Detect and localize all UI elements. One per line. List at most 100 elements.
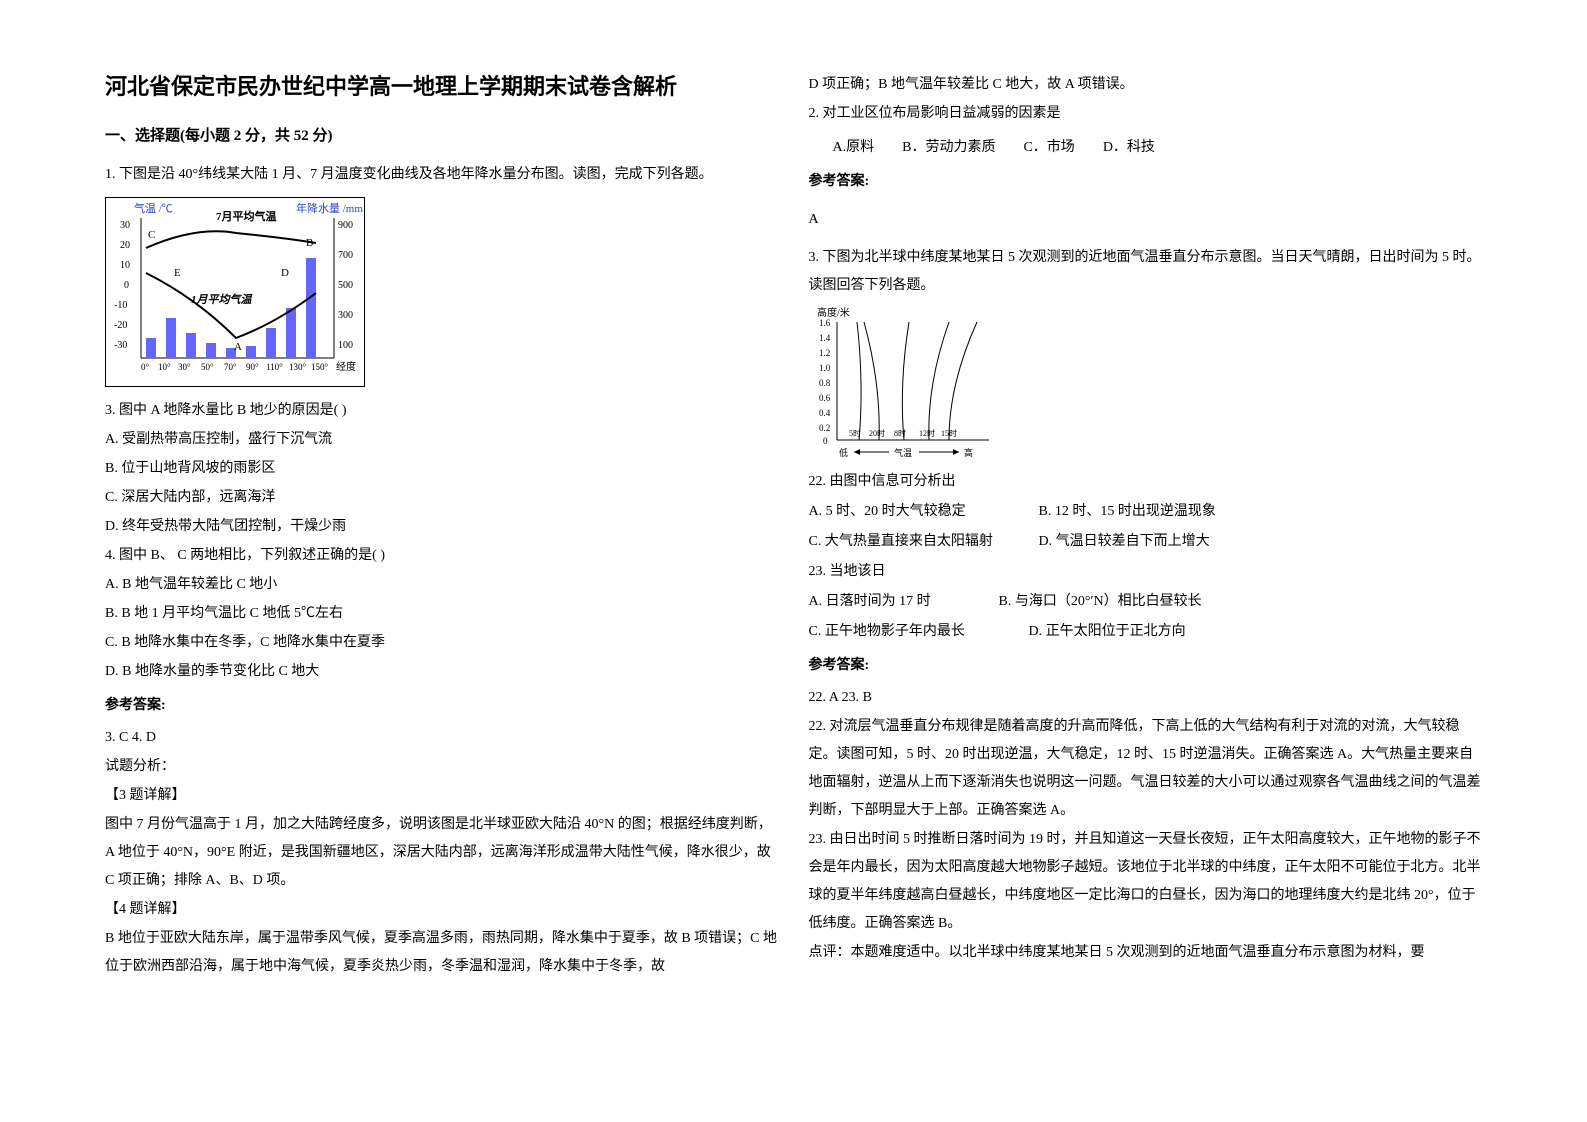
q23-c: C. 正午地物影子年内最长 [809,618,1009,646]
q22-stem: 22. 由图中信息可分析出 [809,468,1483,496]
svg-text:12时: 12时 [919,428,935,438]
analysis-label: 试题分析： [105,753,779,781]
svg-text:20时: 20时 [869,428,885,438]
q23-row2: C. 正午地物影子年内最长 D. 正午太阳位于正北方向 [809,618,1483,646]
q22-b: B. 12 时、15 时出现逆温现象 [1039,498,1216,526]
svg-text:30: 30 [120,220,130,231]
svg-text:700: 700 [338,250,353,261]
svg-text:0: 0 [823,436,828,446]
q4-a: A. B 地气温年较差比 C 地小 [105,571,779,599]
svg-text:1.2: 1.2 [819,348,830,358]
svg-text:0.4: 0.4 [819,408,831,418]
y1-label: 气温 /℃ [134,201,173,215]
svg-text:-20: -20 [114,320,127,331]
svg-text:1.6: 1.6 [819,318,831,328]
svg-text:B: B [306,237,313,249]
svg-text:10°: 10° [158,362,171,372]
chart-inversion: 高度/米 1.6 1.4 1.2 1.0 0.8 0.6 0.4 0.2 0 5… [809,304,1009,464]
svg-text:150°: 150° [311,362,329,372]
continuation: D 项正确；B 地气温年较差比 C 地大，故 A 项错误。 [809,71,1483,99]
svg-text:90°: 90° [246,362,259,372]
svg-text:高: 高 [964,447,973,458]
svg-text:0°: 0° [141,362,150,372]
answer-label-2: 参考答案: [809,168,1483,196]
svg-text:300: 300 [338,310,353,321]
svg-text:E: E [174,267,181,279]
svg-text:气温: 气温 [894,447,912,458]
q2-c: C．市场 [1023,134,1074,162]
q22-d: D. 气温日较差自下而上增大 [1039,528,1210,556]
chart-temperature: 气温 /℃ 年降水量 /mm 30 20 10 0 -10 -20 -30 90… [105,197,365,387]
q2-options: A.原料 B．劳动力素质 C．市场 D．科技 [833,134,1483,162]
q22-row1: A. 5 时、20 时大气较稳定 B. 12 时、15 时出现逆温现象 [809,498,1483,526]
ans-22-23: 22. A 23. B [809,684,1483,712]
answer-line: 3. C 4. D [105,724,779,752]
svg-text:10: 10 [120,260,130,271]
svg-text:110°: 110° [266,362,283,372]
svg-text:0.6: 0.6 [819,393,831,403]
det3-label: 【3 题详解】 [105,782,779,810]
chart2-svg: 高度/米 1.6 1.4 1.2 1.0 0.8 0.6 0.4 0.2 0 5… [809,304,1009,464]
svg-text:8时: 8时 [894,428,906,438]
q23-stem: 23. 当地该日 [809,558,1483,586]
q3b-stem: 3. 下图为北半球中纬度某地某日 5 次观测到的近地面气温垂直分布示意图。当日天… [809,244,1483,300]
svg-text:500: 500 [338,280,353,291]
svg-text:-30: -30 [114,340,127,351]
answer-label: 参考答案: [105,692,779,720]
svg-text:1.4: 1.4 [819,333,831,343]
q4-b: B. B 地 1 月平均气温比 C 地低 5℃左右 [105,600,779,628]
q2-answer: A [809,206,1483,234]
q4-d: D. B 地降水量的季节变化比 C 地大 [105,658,779,686]
note: 点评：本题难度适中。以北半球中纬度某地某日 5 次观测到的近地面气温垂直分布示意… [809,939,1483,967]
q22-c: C. 大气热量直接来自太阳辐射 [809,528,1039,556]
svg-text:70°: 70° [224,362,237,372]
svg-text:7月平均气温: 7月平均气温 [216,209,277,223]
svg-text:130°: 130° [289,362,307,372]
det3-text: 图中 7 月份气温高于 1 月，加之大陆跨经度多，说明该图是北半球亚欧大陆沿 4… [105,811,779,895]
y2-label: 年降水量 /mm [296,201,363,215]
chart1-svg: 气温 /℃ 年降水量 /mm 30 20 10 0 -10 -20 -30 90… [106,198,366,388]
q23-row1: A. 日落时间为 17 时 B. 与海口（20°′N）相比白昼较长 [809,588,1483,616]
svg-text:0: 0 [124,280,129,291]
svg-text:D: D [281,267,289,279]
svg-text:30°: 30° [178,362,191,372]
svg-text:1.0: 1.0 [819,363,831,373]
left-column: 河北省保定市民办世纪中学高一地理上学期期末试卷含解析 一、选择题(每小题 2 分… [90,70,794,1082]
section-heading: 一、选择题(每小题 2 分，共 52 分) [105,121,779,151]
svg-text:15时: 15时 [941,428,957,438]
answer-label-3: 参考答案: [809,652,1483,680]
q4-c: C. B 地降水集中在冬季，C 地降水集中在夏季 [105,629,779,657]
svg-text:C: C [148,229,155,241]
det4-label: 【4 题详解】 [105,896,779,924]
expl-23: 23. 由日出时间 5 时推断日落时间为 19 时，并且知道这一天昼长夜短，正午… [809,826,1483,938]
q22-row2: C. 大气热量直接来自太阳辐射 D. 气温日较差自下而上增大 [809,528,1483,556]
q2-d: D．科技 [1103,134,1155,162]
q23-d: D. 正午太阳位于正北方向 [1029,618,1186,646]
q3-c: C. 深居大陆内部，远离海洋 [105,484,779,512]
svg-text:1月平均气温: 1月平均气温 [191,293,252,306]
q3-b: B. 位于山地背风坡的雨影区 [105,455,779,483]
q3-a: A. 受副热带高压控制，盛行下沉气流 [105,426,779,454]
svg-text:5时: 5时 [849,428,861,438]
det4-text: B 地位于亚欧大陆东岸，属于温带季风气候，夏季高温多雨，雨热同期，降水集中于夏季… [105,925,779,981]
q2-b: B．劳动力素质 [902,134,995,162]
q4-stem: 4. 图中 B、 C 两地相比，下列叙述正确的是( ) [105,542,779,570]
q22-a: A. 5 时、20 时大气较稳定 [809,498,1039,526]
q3-stem: 3. 图中 A 地降水量比 B 地少的原因是( ) [105,397,779,425]
q3-d: D. 终年受热带大陆气团控制，干燥少雨 [105,513,779,541]
right-column: D 项正确；B 地气温年较差比 C 地大，故 A 项错误。 2. 对工业区位布局… [794,70,1498,1082]
svg-text:-10: -10 [114,300,127,311]
svg-text:50°: 50° [201,362,214,372]
page-title: 河北省保定市民办世纪中学高一地理上学期期末试卷含解析 [105,70,779,103]
q23-b: B. 与海口（20°′N）相比白昼较长 [999,588,1202,616]
svg-text:低: 低 [839,447,848,458]
q2-stem: 2. 对工业区位布局影响日益减弱的因素是 [809,100,1483,128]
svg-text:经度: 经度 [336,360,356,373]
svg-text:900: 900 [338,220,353,231]
svg-text:0.8: 0.8 [819,378,831,388]
svg-text:A: A [234,341,242,353]
svg-text:0.2: 0.2 [819,423,830,433]
q23-a: A. 日落时间为 17 时 [809,588,979,616]
expl-22: 22. 对流层气温垂直分布规律是随着高度的升高而降低，下高上低的大气结构有利于对… [809,713,1483,825]
q1-stem: 1. 下图是沿 40°纬线某大陆 1 月、7 月温度变化曲线及各地年降水量分布图… [105,161,779,189]
